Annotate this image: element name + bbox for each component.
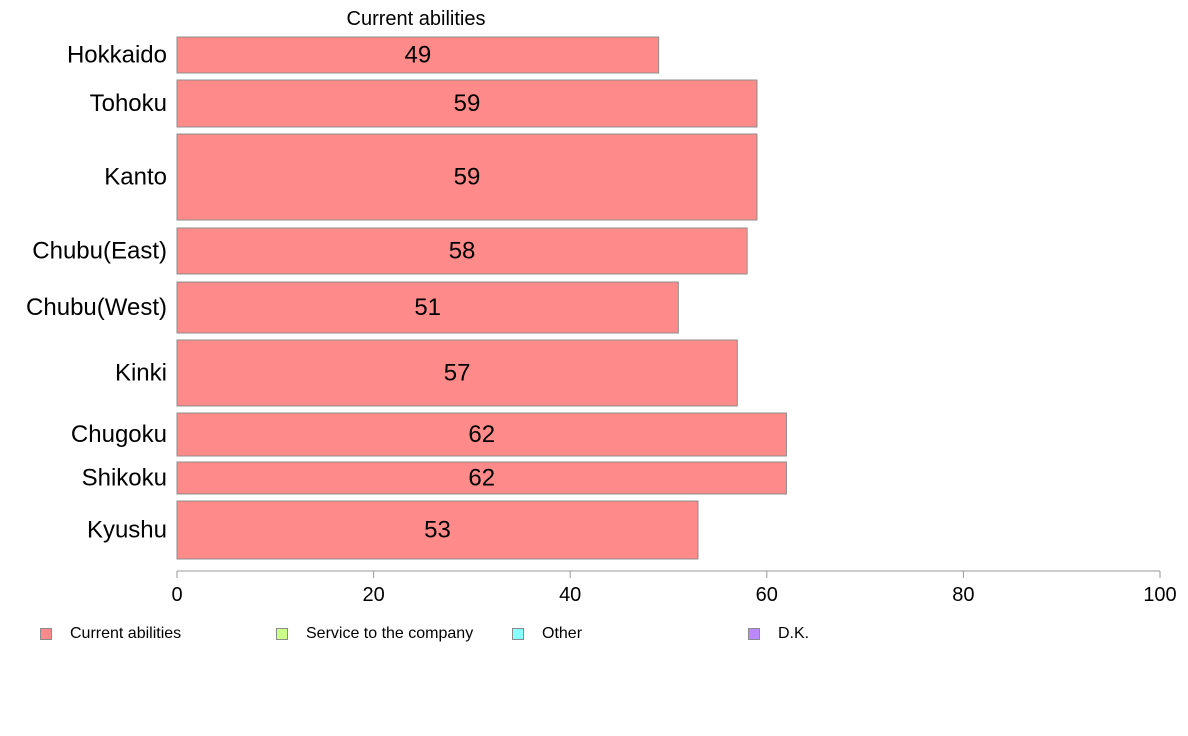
legend-label: D.K. [778, 625, 810, 642]
legend: Current abilities Service to the company O… [0, 624, 1188, 644]
bar [176, 227, 748, 275]
data-label: 57 [444, 360, 471, 387]
data-label: 49 [404, 42, 431, 69]
category-label: Chugoku [71, 421, 167, 448]
bar [176, 36, 660, 74]
category-label: Tohoku [90, 90, 167, 117]
legend-swatch [512, 628, 524, 640]
category-label: Chubu(East) [32, 238, 167, 265]
legend-label: Other [542, 625, 583, 642]
x-tick-label: 100 [1143, 584, 1176, 606]
data-label: 53 [424, 517, 451, 544]
legend-swatch [40, 628, 52, 640]
category-label: Shikoku [82, 465, 167, 492]
category-label: Hokkaido [67, 42, 167, 69]
legend-swatch [748, 628, 760, 640]
data-label: 62 [468, 465, 495, 492]
legend-item: Other [512, 624, 582, 644]
data-label: 59 [454, 90, 481, 117]
data-label: 59 [454, 164, 481, 191]
legend-item: D.K. [748, 624, 809, 644]
legend-item: Current abilities [40, 624, 181, 644]
legend-item: Service to the company [276, 624, 473, 644]
legend-label: Current abilities [70, 625, 182, 642]
x-tick-label: 60 [756, 584, 778, 606]
category-label: Kanto [104, 164, 167, 191]
category-label: Kyushu [87, 517, 167, 544]
x-tick-label: 0 [171, 584, 182, 606]
chart-title: Current abilities [347, 8, 486, 30]
bar [176, 133, 758, 221]
legend-swatch [276, 628, 288, 640]
category-label: Chubu(West) [26, 294, 167, 321]
x-tick-label: 20 [362, 584, 384, 606]
data-label: 62 [468, 421, 495, 448]
data-label: 58 [449, 238, 476, 265]
bar-chart: Current abilities 49 Hokkaido 59 Tohoku 59 Kan… [26, 8, 1177, 606]
bar [176, 281, 679, 334]
bar [176, 412, 787, 457]
bar [176, 461, 787, 495]
data-label: 51 [414, 294, 441, 321]
bar [176, 79, 758, 128]
bar [176, 339, 738, 407]
x-tick-label: 80 [952, 584, 974, 606]
x-tick-label: 40 [559, 584, 581, 606]
bar [176, 500, 699, 560]
category-label: Kinki [115, 360, 167, 387]
legend-label: Service to the company [306, 625, 474, 642]
